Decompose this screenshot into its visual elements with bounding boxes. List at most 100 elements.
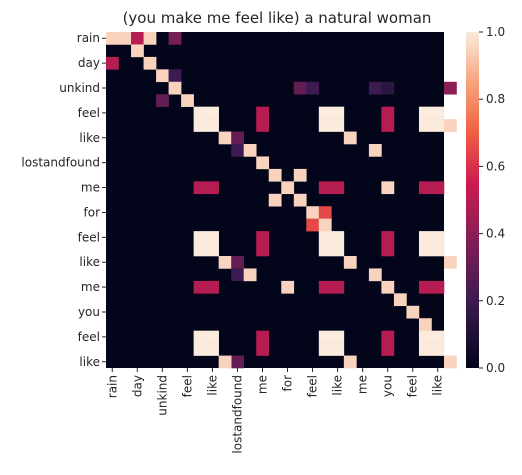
heatmap-cell [418,330,432,344]
y-tick-label: feel [78,230,100,244]
heatmap-cell [193,243,207,257]
heatmap-cell [256,330,270,344]
heatmap-cell [218,131,232,145]
heatmap-cell [331,330,345,344]
heatmap-cell [431,343,445,356]
x-tick-label: for [281,375,295,392]
heatmap-cell [218,256,232,269]
heatmap-cell [331,181,345,195]
x-tick-label: like [331,375,345,396]
y-tick-label: lostandfound [21,156,100,170]
heatmap-cell [418,318,432,331]
x-tick-label: me [255,375,269,394]
heatmap-cell [168,32,182,45]
heatmap-cell [156,69,169,83]
heatmap-cell [381,119,395,132]
heatmap-cell [406,305,420,319]
y-tick-label: me [81,181,100,195]
heatmap-cell [168,81,182,95]
heatmap-cell [431,106,445,120]
y-tick-label: day [78,56,100,70]
heatmap-cell [231,256,245,269]
heatmap-cell [343,131,357,145]
heatmap-cell [381,81,395,95]
heatmap-cell [143,32,157,45]
colorbar-tick-label: 0.6 [486,159,505,173]
heatmap-cell [231,144,245,157]
x-tick-label: rain [105,375,119,398]
heatmap-cell [418,343,432,356]
heatmap-cell [193,119,207,132]
heatmap-cell [381,280,395,294]
heatmap-cell [418,181,432,195]
heatmap-cell [193,231,207,244]
heatmap-cell [281,280,295,294]
heatmap-cell [331,243,345,257]
heatmap-cell [381,231,395,244]
heatmap-cell [318,206,332,219]
heatmap-cell [318,106,332,120]
y-tick-label: you [78,305,100,319]
heatmap-cell [193,280,207,294]
colorbar-tick-label: 0.4 [486,227,505,241]
heatmap-cell [381,181,395,195]
heatmap-cell [268,193,282,207]
heatmap-cell [256,243,270,257]
x-tick-label: feel [306,375,320,397]
colorbar-ticks: 0.0 0.2 0.4 0.6 0.8 1.0 [479,25,505,375]
heatmap-cell [193,343,207,356]
heatmap-cell [256,231,270,244]
x-tick-label: like [431,375,445,396]
heatmap-cell [256,343,270,356]
heatmap-cell [281,181,295,195]
x-tick-label: unkind [155,375,169,416]
heatmap-cell [118,32,132,45]
heatmap-cell [444,355,457,369]
y-tick-label: unkind [59,81,100,95]
heatmap-cell [431,330,445,344]
heatmap-cell [156,94,169,107]
heatmap-cell [293,81,307,95]
colorbar [466,32,479,368]
chart-title: (you make me feel like) a natural woman [123,9,432,27]
heatmap-cell [444,81,457,95]
heatmap-cell [381,243,395,257]
heatmap-cell [331,343,345,356]
heatmap-cell [206,119,219,132]
heatmap-cell [206,243,219,257]
heatmap-cell [331,119,345,132]
heatmap-cell [431,280,445,294]
heatmap-cell [193,330,207,344]
y-tick-label: like [79,255,100,269]
heatmap-cell [368,268,382,282]
colorbar-tick-label: 0.2 [486,294,505,308]
heatmap-cell [206,106,219,120]
heatmap-cell [256,106,270,120]
heatmap-cell [331,106,345,120]
heatmap-cell [106,56,119,70]
heatmap-cell [218,355,232,369]
heatmap-cell [256,156,270,170]
heatmap-cell [168,69,182,83]
heatmap-cell [368,81,382,95]
x-tick-label: lostandfound [230,375,244,454]
colorbar-tick-label: 0.8 [486,92,505,106]
heatmap-cell [193,181,207,195]
heatmap-cell [243,144,257,157]
heatmap-cell [381,343,395,356]
y-tick-label: feel [78,330,100,344]
heatmap-cell [306,218,320,232]
heatmap-cell [293,193,307,207]
heatmap-cell [306,206,320,219]
heatmap-cell [318,218,332,232]
heatmap-cell [256,119,270,132]
heatmap-cell [444,119,457,132]
y-tick-label: me [81,280,100,294]
heatmap-cell [131,32,144,45]
heatmap-cell [318,231,332,244]
heatmap-cell [431,243,445,257]
heatmap-cell [206,280,219,294]
heatmap-cell [418,231,432,244]
heatmap-cell [231,268,245,282]
